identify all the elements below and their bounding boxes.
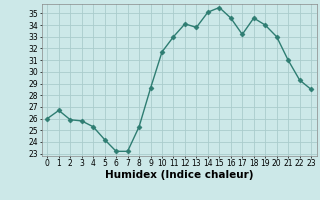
X-axis label: Humidex (Indice chaleur): Humidex (Indice chaleur) (105, 170, 253, 180)
